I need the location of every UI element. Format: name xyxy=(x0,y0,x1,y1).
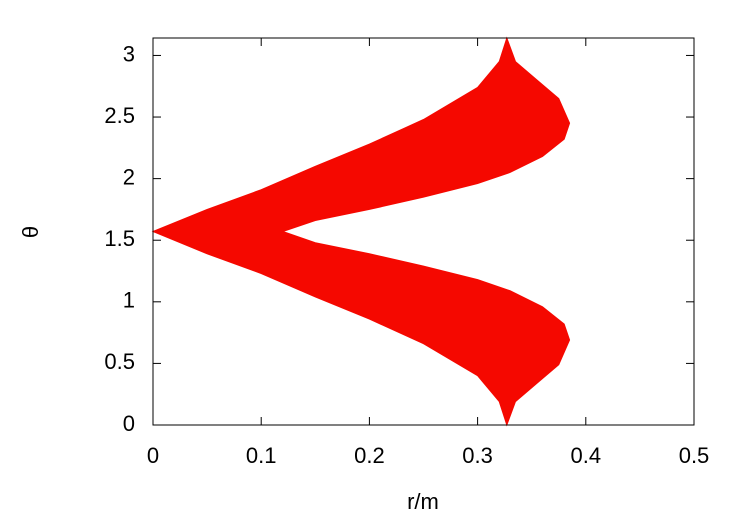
y-tick-label: 0.5 xyxy=(104,349,135,374)
x-tick-label: 0 xyxy=(147,443,159,468)
y-tick-label: 3 xyxy=(123,41,135,66)
filled-region xyxy=(151,36,571,427)
plot-frame xyxy=(152,37,695,426)
x-tick-label: 0.5 xyxy=(679,443,710,468)
x-tick-label: 0.2 xyxy=(354,443,385,468)
y-tick-label: 1.5 xyxy=(104,226,135,251)
x-tick-label: 0.4 xyxy=(571,443,602,468)
y-tick-label: 0 xyxy=(123,411,135,436)
y-axis-label: θ xyxy=(18,226,43,238)
y-tick-label: 1 xyxy=(123,288,135,313)
y-tick-label: 2.5 xyxy=(104,103,135,128)
x-tick-label: 0.1 xyxy=(246,443,277,468)
y-tick-label: 2 xyxy=(123,164,135,189)
x-axis-label: r/m xyxy=(407,489,439,514)
x-tick-label: 0.3 xyxy=(462,443,493,468)
